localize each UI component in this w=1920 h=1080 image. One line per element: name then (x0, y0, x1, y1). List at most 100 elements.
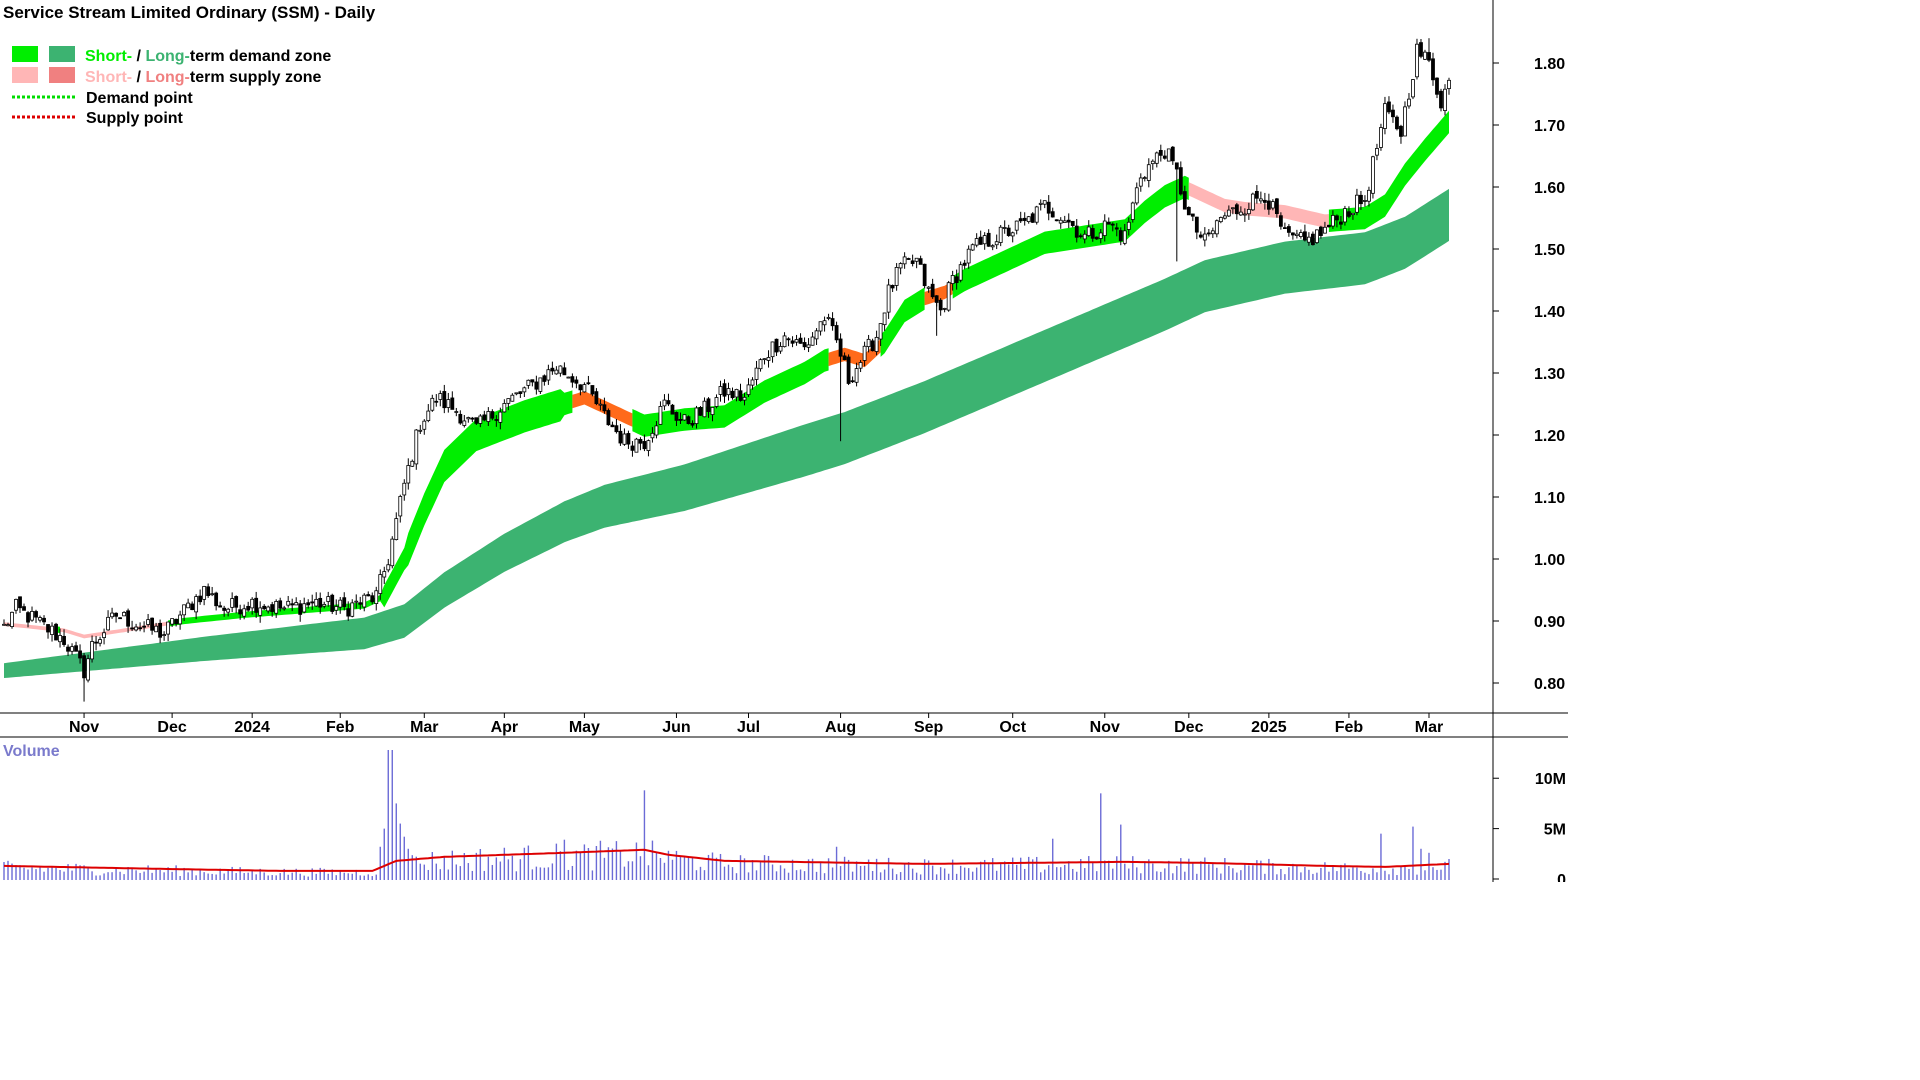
x-tick-label: Oct (999, 719, 1026, 736)
candle-body (1375, 148, 1379, 156)
candle-body (454, 411, 459, 413)
candle-body (426, 410, 431, 421)
short-term-demand-zone (952, 175, 1189, 299)
candle-body (46, 624, 50, 633)
candle-body (342, 597, 347, 607)
candle-body (654, 425, 659, 436)
candle-body (202, 586, 207, 600)
candle-body (1435, 77, 1439, 95)
candle-body (506, 398, 511, 404)
candle-body (106, 616, 110, 631)
candle-body (38, 617, 42, 621)
candle-body (574, 379, 579, 384)
candle-body (826, 317, 831, 319)
candle-body (1206, 232, 1211, 235)
candle-body (242, 608, 247, 617)
candle-body (66, 646, 70, 652)
chart-title: Service Stream Limited Ordinary (SSM) - … (3, 3, 376, 22)
candle-body (1307, 236, 1311, 243)
candle-body (1274, 198, 1279, 214)
candle-body (6, 624, 10, 627)
candle-body (850, 380, 855, 383)
candle-body (1090, 228, 1095, 239)
candle-body (474, 417, 479, 424)
candle-body (1002, 227, 1007, 229)
candle-body (1367, 189, 1371, 202)
candle-body (1142, 177, 1147, 179)
candle-body (450, 397, 455, 410)
candle-body (790, 340, 795, 344)
candle-body (1110, 223, 1115, 226)
price-tick-label: 1.40 (1534, 304, 1565, 321)
candle-body (586, 382, 591, 385)
candle-body (486, 411, 491, 422)
candle-body (210, 593, 215, 596)
candle-body (226, 608, 231, 613)
candle-body (162, 634, 167, 636)
candle-body (1214, 220, 1219, 235)
candle-body (550, 367, 555, 372)
candle-body (662, 399, 667, 407)
candle-body (14, 598, 18, 611)
candle-body (1270, 201, 1275, 209)
candle-body (1050, 211, 1055, 218)
candle-body (1034, 206, 1039, 223)
short-term-demand-zone (880, 287, 925, 357)
candle-body (302, 603, 307, 613)
candle-body (1363, 200, 1367, 202)
candle-body (1351, 212, 1355, 216)
candle-body (1258, 198, 1263, 202)
candle-body (306, 602, 311, 606)
zones-layer (4, 110, 1449, 678)
candle-body (1150, 160, 1155, 165)
candle-body (538, 377, 543, 392)
candle-body (910, 260, 915, 264)
candle-body (98, 639, 102, 644)
candle-body (802, 342, 807, 348)
candle-body (1074, 225, 1079, 238)
candle-body (554, 369, 559, 375)
candle-body (478, 415, 483, 424)
candle-body (630, 445, 635, 451)
candle-body (914, 257, 919, 262)
candle-body (758, 359, 763, 370)
legend-swatch-short-supply (12, 67, 38, 83)
long-term-demand-zone (4, 188, 1449, 678)
candle-body (262, 605, 267, 610)
candle-body (1022, 217, 1027, 221)
candle-body (1234, 204, 1239, 215)
candle-body (1347, 211, 1351, 217)
price-tick-label: 0.80 (1534, 676, 1565, 693)
candle-body (866, 338, 871, 348)
candle-body (1082, 233, 1087, 240)
candle-body (746, 384, 751, 396)
candle-body (182, 604, 187, 616)
candle-body (942, 307, 947, 310)
candle-body (1419, 42, 1423, 57)
candle-body (890, 284, 895, 289)
price-tick-label: 0.90 (1534, 614, 1565, 631)
x-tick-label: Feb (1335, 719, 1364, 736)
candle-body (170, 618, 175, 625)
candle-body (346, 608, 351, 617)
x-tick-label: Mar (1415, 719, 1443, 736)
candle-body (1423, 51, 1427, 60)
candle-body (530, 379, 535, 383)
candle-body (230, 598, 235, 608)
candle-body (1202, 233, 1207, 241)
candle-body (1046, 201, 1051, 214)
candle-body (218, 605, 223, 608)
candle-body (326, 596, 331, 602)
candle-body (1379, 127, 1383, 148)
candle-body (366, 594, 371, 597)
candle-body (870, 340, 875, 352)
candle-body (178, 614, 183, 625)
candle-body (1210, 230, 1215, 235)
candle-body (1006, 227, 1011, 236)
candle-body (1311, 233, 1315, 246)
candle-body (402, 482, 407, 496)
candle-body (1070, 220, 1075, 226)
candle-body (886, 284, 891, 313)
candle-body (798, 337, 803, 344)
x-tick-label: Nov (69, 719, 99, 736)
